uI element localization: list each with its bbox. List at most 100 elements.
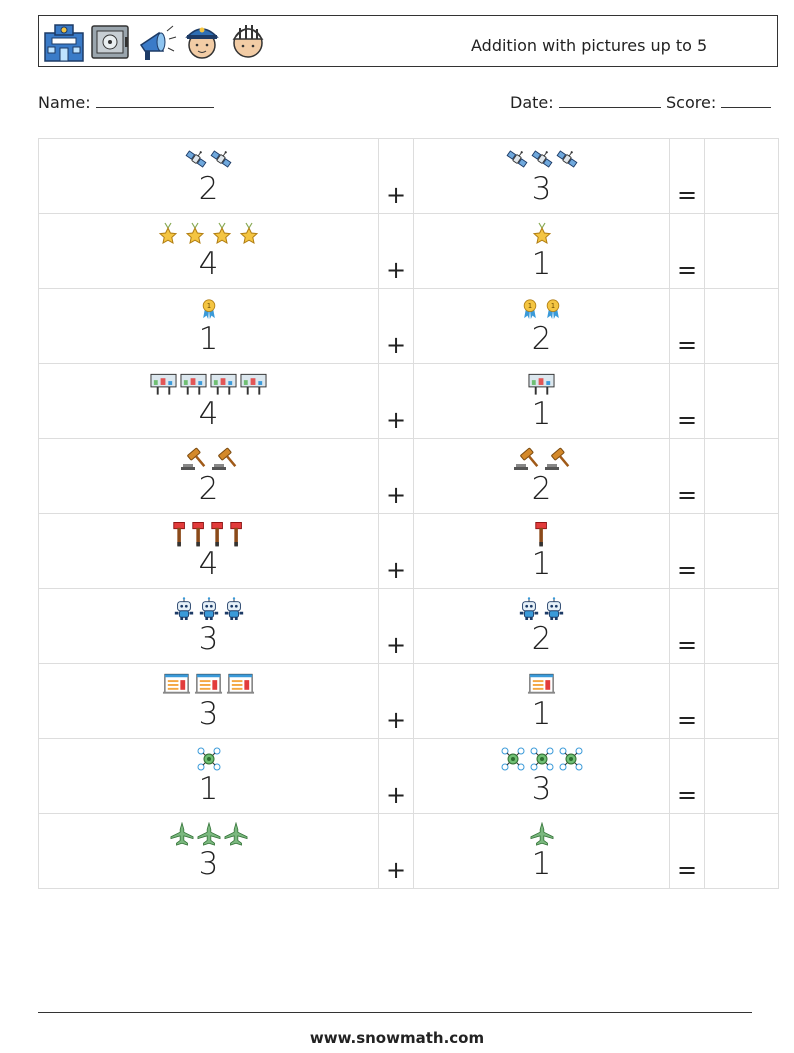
answer-box[interactable] — [704, 738, 779, 814]
left-addend-cell: 4 — [38, 213, 379, 289]
equals-sign: = — [676, 856, 698, 884]
equals-cell: = — [669, 213, 705, 289]
answer-box[interactable] — [704, 363, 779, 439]
right-addend-cell: 1 — [413, 813, 670, 889]
worksheet-header: Addition with pictures up to 5 — [38, 15, 778, 67]
left-addend-cell: 2 — [38, 438, 379, 514]
svg-text:1: 1 — [206, 302, 210, 310]
answer-box[interactable] — [704, 138, 779, 214]
right-addend-icons — [414, 670, 669, 698]
right-addend-number: 3 — [531, 171, 552, 207]
problem-row: 3 +1 = — [38, 663, 779, 739]
right-addend-number: 1 — [531, 696, 552, 732]
safe-icon — [91, 25, 129, 59]
plus-sign: + — [385, 481, 407, 509]
date-label: Date: — [510, 93, 554, 112]
right-addend-cell: 2 — [413, 438, 670, 514]
right-addend-cell: 3 — [413, 738, 670, 814]
equals-sign: = — [676, 706, 698, 734]
billboard-icon — [210, 372, 237, 396]
right-addend-number: 1 — [531, 846, 552, 882]
fire-axe-icon — [191, 519, 207, 549]
award-badge-icon: 1 — [543, 297, 563, 321]
left-addend-number: 4 — [198, 396, 219, 432]
equals-cell: = — [669, 438, 705, 514]
answer-box[interactable] — [704, 588, 779, 664]
right-addend-icons — [414, 745, 669, 773]
right-addend-cell: 1 — [413, 363, 670, 439]
plus-cell: + — [378, 438, 414, 514]
fire-axe-icon — [229, 519, 245, 549]
robot-icon — [173, 597, 195, 621]
left-addend-icons — [39, 145, 378, 173]
left-addend-icons — [39, 745, 378, 773]
answer-box[interactable] — [704, 438, 779, 514]
drone-icon — [529, 746, 555, 772]
right-addend-icons — [414, 370, 669, 398]
right-addend-icons — [414, 595, 669, 623]
answer-box[interactable] — [704, 513, 779, 589]
name-field[interactable]: Name: — [38, 93, 214, 112]
jet-plane-icon — [224, 822, 248, 846]
left-addend-icons — [39, 445, 378, 473]
star-medal-icon — [210, 222, 234, 246]
problems-table: 2 +3 = 4 +1 = 1 1 +1 1 2 = 4 +1 = 2 +2 = 4 +1 = 3 +2 = 3 +1 = 1 +3 = 3… — [38, 138, 779, 889]
right-addend-number: 2 — [531, 471, 552, 507]
name-blank[interactable] — [95, 93, 214, 108]
right-addend-cell: 2 — [413, 588, 670, 664]
right-addend-cell: 1 — [413, 213, 670, 289]
robot-icon — [198, 597, 220, 621]
equals-cell: = — [669, 363, 705, 439]
award-badge-icon: 1 — [520, 297, 540, 321]
plus-sign: + — [385, 256, 407, 284]
right-addend-number: 3 — [531, 771, 552, 807]
plus-sign: + — [385, 781, 407, 809]
left-addend-icons — [39, 670, 378, 698]
left-addend-cell: 4 — [38, 513, 379, 589]
robot-icon — [518, 597, 540, 621]
equals-sign: = — [676, 781, 698, 809]
plus-sign: + — [385, 856, 407, 884]
score-blank[interactable] — [721, 93, 772, 108]
drone-icon — [500, 746, 526, 772]
award-badge-icon: 1 — [199, 297, 219, 321]
left-addend-icons — [39, 220, 378, 248]
svg-text:1: 1 — [528, 302, 532, 310]
right-addend-number: 1 — [531, 396, 552, 432]
right-addend-number: 2 — [531, 321, 552, 357]
answer-box[interactable] — [704, 813, 779, 889]
date-blank[interactable] — [558, 93, 661, 108]
problem-row: 2 +3 = — [38, 138, 779, 214]
equals-sign: = — [676, 406, 698, 434]
document-icon — [226, 672, 255, 696]
left-addend-cell: 1 — [38, 738, 379, 814]
right-addend-number: 1 — [531, 546, 552, 582]
problem-row: 4 +1 = — [38, 513, 779, 589]
satellite-icon — [210, 148, 232, 170]
gavel-icon — [210, 447, 238, 471]
score-field[interactable]: Score: — [666, 93, 772, 112]
plus-cell: + — [378, 738, 414, 814]
date-field[interactable]: Date: — [510, 93, 661, 112]
police-officer-icon — [185, 27, 219, 59]
gavel-icon — [543, 447, 571, 471]
left-addend-number: 2 — [198, 471, 219, 507]
right-addend-icons — [414, 145, 669, 173]
equals-cell: = — [669, 813, 705, 889]
left-addend-icons — [39, 370, 378, 398]
equals-cell: = — [669, 138, 705, 214]
star-medal-icon — [237, 222, 261, 246]
score-label: Score: — [666, 93, 717, 112]
left-addend-cell: 3 — [38, 813, 379, 889]
billboard-icon — [240, 372, 267, 396]
answer-box[interactable] — [704, 288, 779, 364]
right-addend-cell: 1 — [413, 513, 670, 589]
answer-box[interactable] — [704, 663, 779, 739]
robot-icon — [223, 597, 245, 621]
satellite-icon — [556, 148, 578, 170]
left-addend-number: 1 — [198, 321, 219, 357]
problem-row: 1 +3 = — [38, 738, 779, 814]
jet-plane-icon — [197, 822, 221, 846]
answer-box[interactable] — [704, 213, 779, 289]
plus-sign: + — [385, 406, 407, 434]
